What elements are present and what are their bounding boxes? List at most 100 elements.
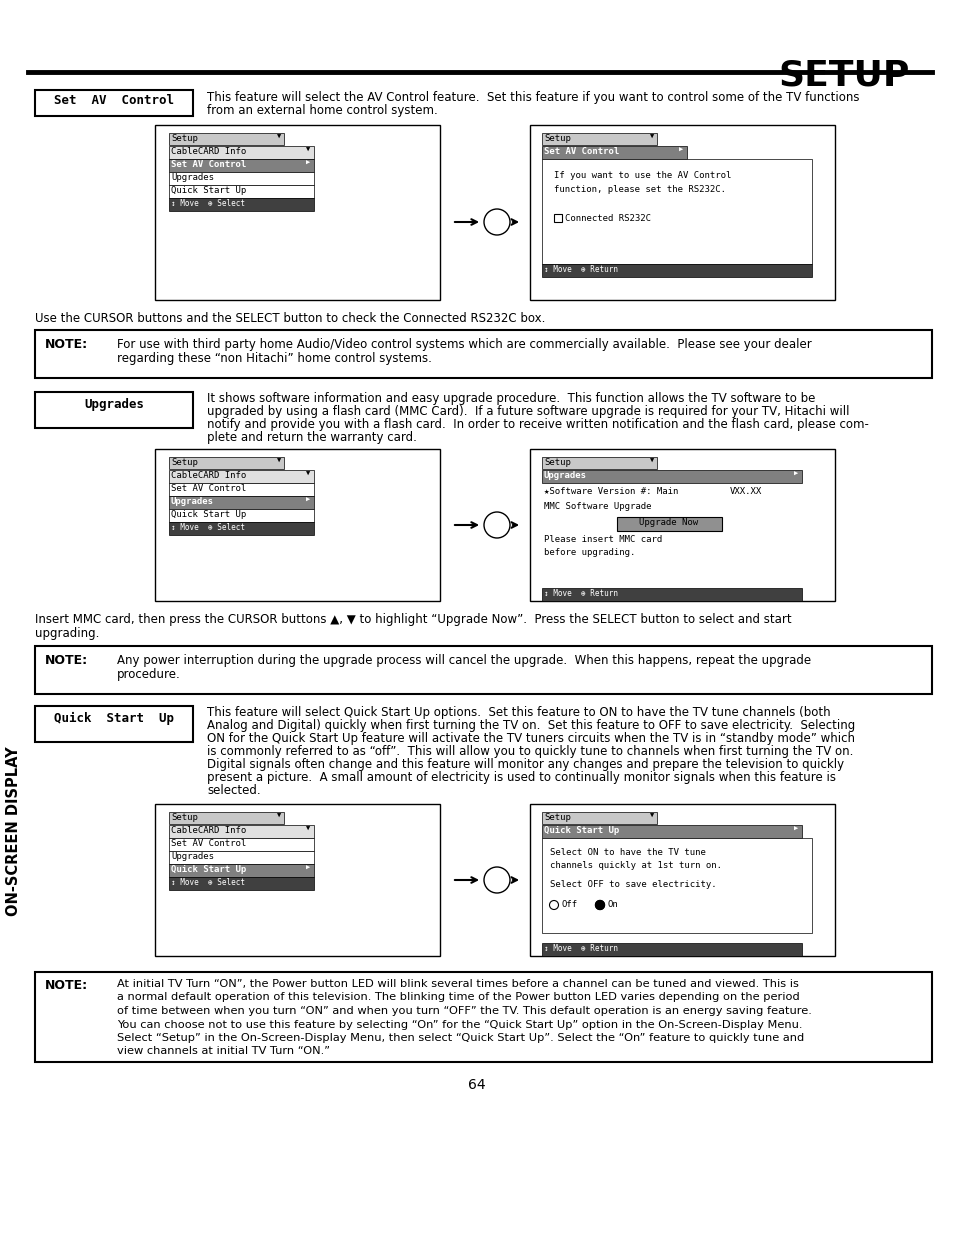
Text: SELECT: SELECT (487, 876, 506, 881)
Text: ON for the Quick Start Up feature will activate the TV tuners circuits when the : ON for the Quick Start Up feature will a… (207, 732, 854, 745)
Text: Quick Start Up: Quick Start Up (171, 864, 246, 874)
Bar (541, 825, 801, 839)
Text: NOTE:: NOTE: (45, 338, 88, 351)
Text: ▶: ▶ (793, 826, 798, 832)
Bar (154, 804, 439, 956)
Bar (530, 450, 834, 601)
Text: CableCARD Info: CableCARD Info (171, 826, 246, 835)
Text: You can choose not to use this feature by selecting “On” for the “Quick Start Up: You can choose not to use this feature b… (117, 1020, 801, 1030)
Bar (169, 811, 284, 824)
Text: ▼: ▼ (306, 471, 310, 477)
Text: Setup: Setup (543, 458, 570, 467)
Bar (541, 146, 686, 159)
Bar (541, 159, 811, 264)
Bar (169, 159, 314, 172)
Circle shape (483, 513, 510, 538)
Text: view channels at initial TV Turn “ON.”: view channels at initial TV Turn “ON.” (117, 1046, 330, 1056)
Text: Select “Setup” in the On-Screen-Display Menu, then select “Quick Start Up”. Sele: Select “Setup” in the On-Screen-Display … (117, 1032, 803, 1044)
Bar (541, 133, 657, 144)
Text: VXX.XX: VXX.XX (729, 487, 761, 496)
Bar (169, 851, 314, 864)
Text: CableCARD Info: CableCARD Info (171, 471, 246, 480)
Bar (541, 839, 811, 932)
Text: ↕ Move  ⊕ Select: ↕ Move ⊕ Select (171, 878, 245, 887)
Text: procedure.: procedure. (117, 668, 180, 680)
Text: ▼: ▼ (649, 813, 654, 819)
Text: Quick Start Up: Quick Start Up (543, 826, 618, 835)
Text: selected.: selected. (207, 784, 260, 797)
Bar (169, 839, 314, 851)
Text: Setup: Setup (171, 135, 197, 143)
Text: Connected RS232C: Connected RS232C (564, 214, 650, 224)
Bar (169, 509, 314, 522)
Text: ▼: ▼ (276, 813, 281, 819)
Text: ▶: ▶ (306, 864, 310, 871)
Text: upgraded by using a flash card (MMC Card).  If a future software upgrade is requ: upgraded by using a flash card (MMC Card… (207, 405, 848, 417)
Text: Upgrades: Upgrades (171, 496, 213, 506)
Text: Use the CURSOR buttons and the SELECT button to check the Connected RS232C box.: Use the CURSOR buttons and the SELECT bu… (35, 312, 545, 325)
Bar (169, 198, 314, 211)
Bar (169, 133, 284, 144)
Text: regarding these “non Hitachi” home control systems.: regarding these “non Hitachi” home contr… (117, 352, 432, 366)
Circle shape (483, 209, 510, 235)
Text: Set  AV  Control: Set AV Control (54, 94, 173, 107)
Bar (169, 146, 314, 159)
Text: Digital signals often change and this feature will monitor any changes and prepa: Digital signals often change and this fe… (207, 758, 843, 771)
Circle shape (595, 900, 604, 909)
Bar (169, 471, 314, 483)
Text: Insert MMC card, then press the CURSOR buttons ▲, ▼ to highlight “Upgrade Now”. : Insert MMC card, then press the CURSOR b… (35, 613, 791, 626)
Text: SETUP: SETUP (778, 58, 909, 91)
Bar (541, 264, 811, 277)
Bar (35, 391, 193, 429)
Bar (35, 972, 931, 1062)
Text: ▼: ▼ (649, 458, 654, 464)
Text: ▶: ▶ (793, 471, 798, 477)
Text: ↕ Move  ⊕ Return: ↕ Move ⊕ Return (543, 944, 618, 953)
Text: ▶: ▶ (306, 496, 310, 503)
Bar (169, 457, 284, 469)
Text: NOTE:: NOTE: (45, 979, 88, 992)
Text: Set AV Control: Set AV Control (171, 839, 246, 848)
Text: before upgrading.: before upgrading. (543, 548, 635, 557)
Bar (169, 185, 314, 198)
Text: Set AV Control: Set AV Control (171, 484, 246, 493)
Text: ▼: ▼ (276, 458, 281, 464)
Text: Setup: Setup (543, 813, 570, 823)
Bar (530, 125, 834, 300)
Text: NOTE:: NOTE: (45, 655, 88, 667)
Circle shape (549, 900, 558, 909)
Bar (617, 517, 721, 531)
Bar (530, 804, 834, 956)
Bar (35, 90, 193, 116)
Bar (541, 811, 657, 824)
Text: At initial TV Turn “ON”, the Power button LED will blink several times before a : At initial TV Turn “ON”, the Power butto… (117, 979, 798, 989)
Text: Upgrades: Upgrades (171, 173, 213, 182)
Text: Upgrade Now: Upgrade Now (639, 517, 698, 527)
Text: Quick  Start  Up: Quick Start Up (54, 713, 173, 725)
Text: Set AV Control: Set AV Control (543, 147, 618, 156)
Text: ↕ Move  ⊕ Return: ↕ Move ⊕ Return (543, 589, 618, 598)
Text: This feature will select Quick Start Up options.  Set this feature to ON to have: This feature will select Quick Start Up … (207, 706, 830, 719)
Bar (169, 864, 314, 877)
Bar (554, 214, 561, 222)
Text: notify and provide you with a flash card.  In order to receive written notificat: notify and provide you with a flash card… (207, 417, 868, 431)
Text: Please insert MMC card: Please insert MMC card (543, 535, 661, 543)
Text: ▶: ▶ (306, 161, 310, 165)
Bar (169, 522, 314, 535)
Text: If you want to use the AV Control: If you want to use the AV Control (554, 170, 731, 180)
Bar (169, 877, 314, 890)
Text: Setup: Setup (171, 813, 197, 823)
Text: It shows software information and easy upgrade procedure.  This function allows : It shows software information and easy u… (207, 391, 815, 405)
Text: This feature will select the AV Control feature.  Set this feature if you want t: This feature will select the AV Control … (207, 91, 859, 104)
Text: SELECT: SELECT (487, 219, 506, 224)
Text: ★Software Version #: Main: ★Software Version #: Main (543, 487, 678, 496)
Text: ON-SCREEN DISPLAY: ON-SCREEN DISPLAY (7, 746, 22, 916)
Bar (35, 646, 931, 694)
Text: Analog and Digital) quickly when first turning the TV on.  Set this feature to O: Analog and Digital) quickly when first t… (207, 719, 854, 732)
Text: present a picture.  A small amount of electricity is used to continually monitor: present a picture. A small amount of ele… (207, 771, 835, 784)
Text: Select OFF to save electricity.: Select OFF to save electricity. (550, 881, 716, 889)
Text: a normal default operation of this television. The blinking time of the Power bu: a normal default operation of this telev… (117, 993, 799, 1003)
Bar (541, 457, 657, 469)
Text: ▼: ▼ (306, 147, 310, 153)
Text: 64: 64 (468, 1078, 485, 1092)
